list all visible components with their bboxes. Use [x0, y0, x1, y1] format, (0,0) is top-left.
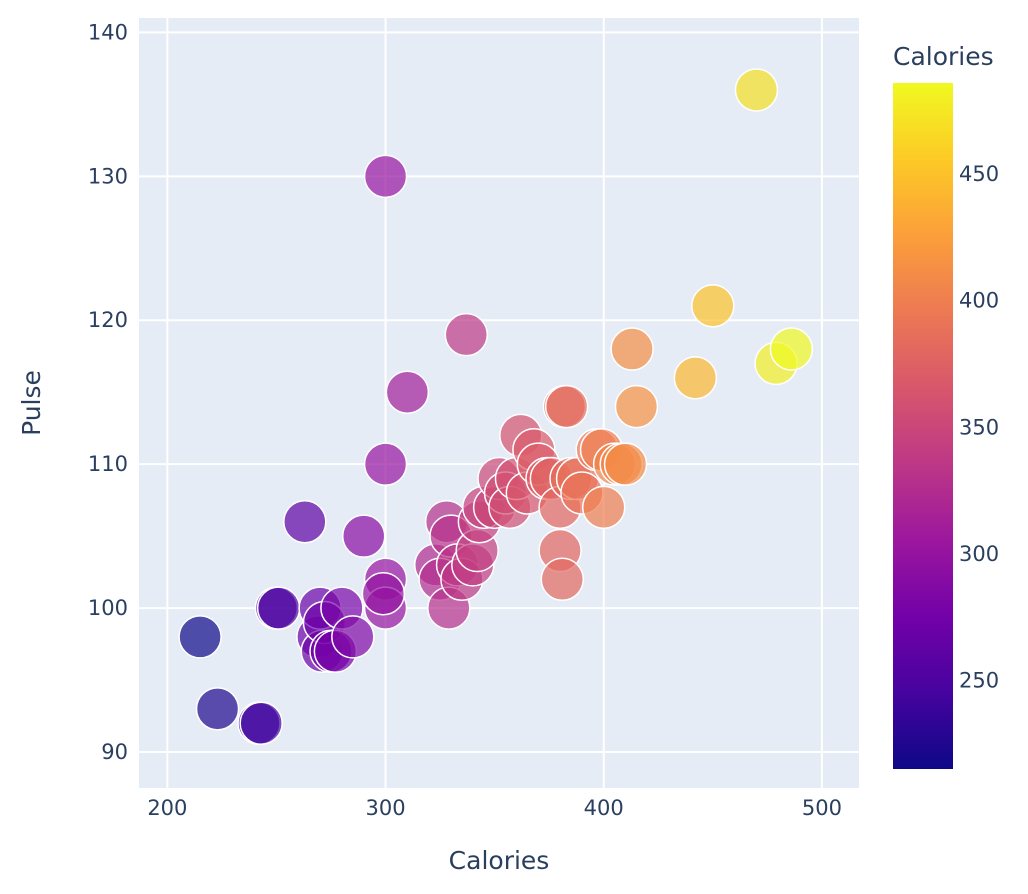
data-point	[691, 284, 735, 328]
data-point	[603, 442, 648, 486]
x-axis-title: Calories	[449, 846, 550, 875]
colorbar-title: Calories	[893, 42, 994, 71]
data-point	[363, 154, 408, 199]
y-tick-label: 140	[88, 20, 128, 44]
data-point	[610, 327, 654, 371]
data-point	[673, 356, 718, 400]
data-point	[581, 485, 626, 530]
data-point	[178, 615, 222, 659]
y-tick-label: 120	[88, 308, 128, 332]
data-point	[341, 514, 386, 558]
data-points	[178, 68, 814, 745]
data-point	[734, 68, 779, 112]
colorbar-tick-label: 450	[959, 162, 999, 186]
data-point	[195, 687, 240, 731]
colorbar-tick-label: 250	[959, 668, 999, 692]
y-tick-label: 100	[88, 596, 128, 620]
data-point	[361, 571, 406, 616]
y-tick-label: 130	[88, 164, 128, 188]
colorbar-tick-label: 300	[959, 542, 999, 566]
data-point	[385, 370, 430, 414]
data-point	[769, 327, 814, 371]
data-point	[239, 701, 283, 745]
data-point	[540, 557, 585, 602]
data-point	[256, 586, 301, 630]
x-axis-ticks: 200 300 400 500	[147, 796, 842, 820]
x-tick-label: 200	[147, 796, 187, 820]
data-point	[614, 384, 659, 429]
colorbar-ticks: 250 300 350 400 450	[959, 162, 999, 692]
data-point	[331, 615, 375, 659]
x-tick-label: 500	[802, 796, 842, 820]
y-axis-title: Pulse	[17, 370, 46, 436]
plot-background	[139, 18, 859, 788]
colorbar	[893, 83, 953, 769]
y-tick-label: 90	[101, 740, 128, 764]
y-tick-label: 110	[88, 452, 128, 476]
data-point	[283, 499, 327, 544]
colorbar-tick-label: 350	[959, 415, 999, 439]
data-point	[544, 384, 589, 429]
y-axis-ticks: 90 100 110 120 130 140	[88, 20, 128, 764]
data-point	[444, 312, 489, 357]
x-tick-label: 300	[365, 796, 405, 820]
x-tick-label: 400	[584, 796, 624, 820]
colorbar-tick-label: 400	[959, 289, 999, 313]
data-point	[363, 442, 408, 486]
